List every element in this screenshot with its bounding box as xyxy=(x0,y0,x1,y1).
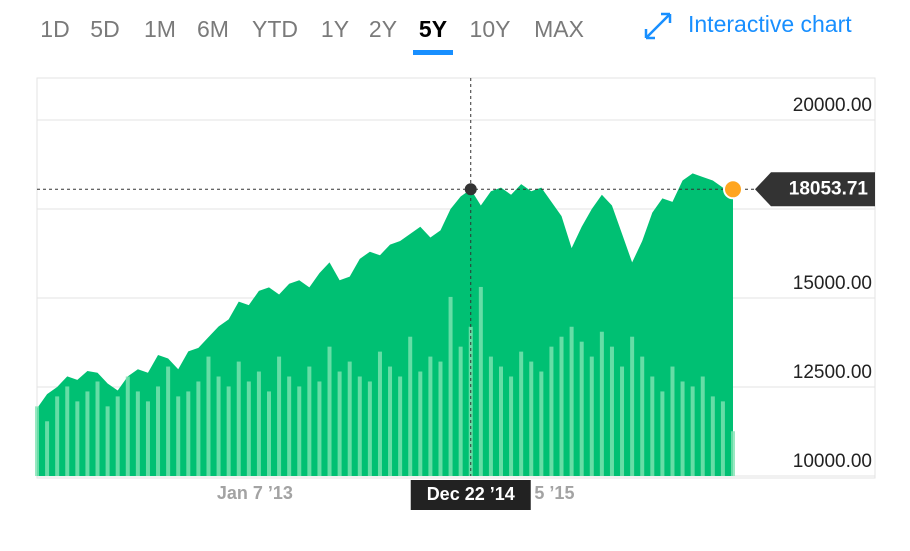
volume-bar xyxy=(135,391,140,476)
active-tab-underline xyxy=(413,50,453,55)
volume-bar xyxy=(589,356,594,476)
volume-bar xyxy=(599,331,604,476)
last-value-dot xyxy=(723,179,743,200)
range-tab[interactable]: 1D xyxy=(40,16,69,42)
range-tab[interactable]: 6M xyxy=(197,16,229,42)
volume-bar xyxy=(680,381,685,476)
volume-bar xyxy=(327,346,332,476)
volume-bar xyxy=(145,401,150,476)
volume-bar xyxy=(377,351,382,476)
volume-bar xyxy=(731,431,735,476)
volume-bar xyxy=(95,381,100,476)
volume-bar xyxy=(216,376,221,476)
range-tab[interactable]: 5D xyxy=(90,16,119,42)
volume-bar xyxy=(418,371,423,476)
volume-bar xyxy=(337,371,342,476)
volume-bar xyxy=(569,326,574,476)
volume-bar xyxy=(609,346,614,476)
range-tab[interactable]: 1Y xyxy=(321,16,349,42)
volume-bar xyxy=(45,421,50,476)
volume-bar xyxy=(307,366,312,476)
volume-bar xyxy=(499,366,503,476)
volume-bar xyxy=(408,336,413,476)
volume-bar xyxy=(236,361,241,476)
volume-bar xyxy=(448,296,453,476)
volume-bar xyxy=(65,386,70,476)
volume-bar xyxy=(277,356,282,476)
volume-bar xyxy=(246,381,251,476)
crosshair-dot xyxy=(464,183,477,196)
volume-bar xyxy=(720,401,725,476)
volume-bar xyxy=(630,336,635,476)
volume-bar xyxy=(539,371,544,476)
volume-bar xyxy=(297,386,302,476)
volume-bar xyxy=(196,381,201,476)
volume-bar xyxy=(650,376,655,476)
last-value-label: 18053.71 xyxy=(789,178,869,199)
interactive-chart-link[interactable]: Interactive chart xyxy=(688,11,852,37)
y-tick-label: 20000.00 xyxy=(793,95,872,116)
y-tick-label: 12500.00 xyxy=(793,362,872,383)
x-tick-label: Jan 7 ’13 xyxy=(217,483,293,503)
volume-bar xyxy=(690,386,695,476)
range-tab[interactable]: YTD xyxy=(252,16,298,42)
volume-bar xyxy=(700,376,705,476)
crosshair-date-badge xyxy=(410,480,531,510)
volume-bar xyxy=(287,376,292,476)
y-tick-label: 15000.00 xyxy=(793,273,872,294)
volume-bar xyxy=(176,396,181,476)
volume-bar xyxy=(670,366,675,476)
range-tab[interactable]: 1M xyxy=(144,16,176,42)
volume-bar xyxy=(519,351,524,476)
expand-icon[interactable] xyxy=(644,12,672,40)
range-tab[interactable]: 10Y xyxy=(470,16,511,42)
x-tick-label: 5 ’15 xyxy=(534,483,574,503)
volume-bar xyxy=(388,366,393,476)
volume-bar xyxy=(488,356,493,476)
y-tick-label: 10000.00 xyxy=(793,451,872,472)
last-value-badge xyxy=(755,172,875,207)
volume-bar xyxy=(55,396,60,476)
volume-bar xyxy=(256,371,261,476)
volume-bar xyxy=(458,346,463,476)
crosshair-date: Dec 22 ’14 xyxy=(427,484,515,504)
volume-bar xyxy=(226,386,231,476)
volume-bar xyxy=(710,396,715,476)
volume-bar xyxy=(115,396,120,476)
volume-bar xyxy=(468,326,473,476)
volume-bar xyxy=(317,381,322,476)
volume-bar xyxy=(640,356,645,476)
range-tab[interactable]: 5Y xyxy=(419,16,447,42)
volume-bar xyxy=(357,376,362,476)
volume-bar xyxy=(105,406,110,476)
volume-bar xyxy=(186,391,191,476)
volume-bar xyxy=(660,391,665,476)
volume-bar xyxy=(478,286,483,476)
range-tab[interactable]: MAX xyxy=(534,16,584,42)
volume-bar xyxy=(620,366,625,476)
volume-bar xyxy=(206,356,211,476)
volume-bar xyxy=(347,361,352,476)
volume-bar xyxy=(509,376,514,476)
volume-bar xyxy=(125,376,130,476)
volume-bar xyxy=(166,366,171,476)
volume-bar xyxy=(156,386,161,476)
volume-bar xyxy=(438,361,443,476)
volume-bar xyxy=(579,341,584,476)
volume-bar xyxy=(549,346,554,476)
volume-bar xyxy=(428,356,433,476)
volume-bar xyxy=(267,391,271,476)
price-area xyxy=(37,173,733,477)
volume-bar xyxy=(85,391,90,476)
volume-bar xyxy=(367,381,372,476)
volume-bar xyxy=(75,401,80,476)
volume-bar xyxy=(559,336,564,476)
range-tab[interactable]: 2Y xyxy=(369,16,397,42)
volume-bar xyxy=(398,376,403,476)
volume-bar xyxy=(35,406,39,476)
volume-bar xyxy=(529,361,534,476)
